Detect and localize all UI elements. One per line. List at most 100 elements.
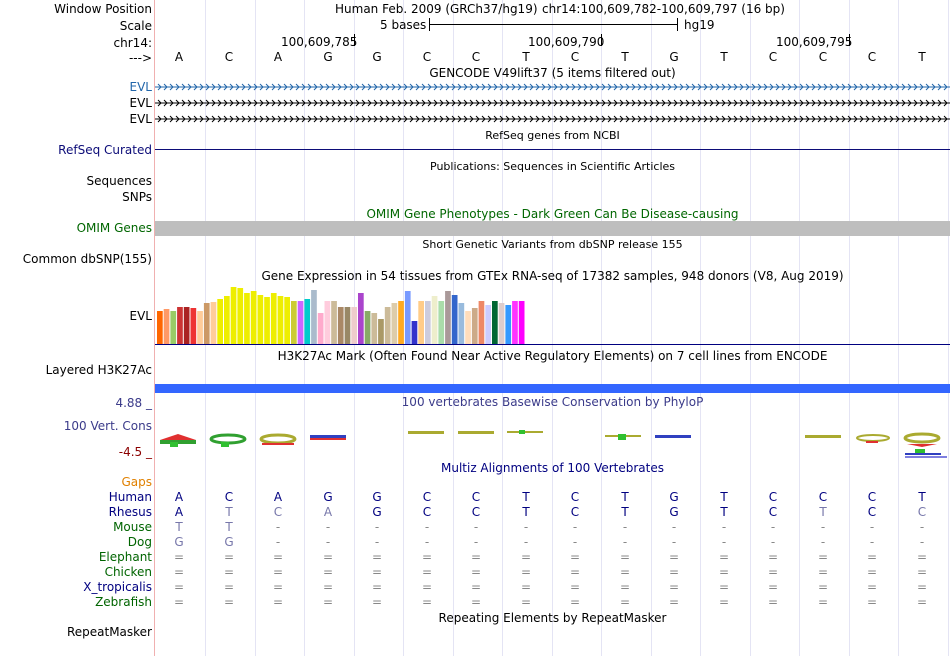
gencode-item-evl-3[interactable]: EVL <box>129 112 152 126</box>
gtex-chart[interactable] <box>155 284 950 344</box>
gtex-bar-14[interactable] <box>244 293 250 344</box>
species-label-x_tropicalis[interactable]: X_tropicalis <box>83 580 152 594</box>
gtex-bar-28[interactable] <box>337 307 344 344</box>
gtex-bar-19[interactable] <box>277 296 284 344</box>
omim-label[interactable]: OMIM Genes <box>76 221 152 235</box>
gtex-bar-5[interactable] <box>183 307 190 344</box>
gencode-transcript-1[interactable] <box>155 81 950 93</box>
h3k27ac-title[interactable]: H3K27Ac Mark (Often Found Near Active Re… <box>277 349 828 363</box>
gtex-bar-43[interactable] <box>438 301 445 344</box>
gtex-bar-22[interactable] <box>297 301 304 344</box>
align-mouse-16: - <box>919 520 925 534</box>
species-label-mouse[interactable]: Mouse <box>113 520 152 534</box>
sequences-label[interactable]: Sequences <box>86 174 152 188</box>
gtex-bar-52[interactable] <box>498 303 505 344</box>
snps-label[interactable]: SNPs <box>122 190 152 204</box>
gtex-bar-50[interactable] <box>485 305 491 344</box>
gtex-bar-54[interactable] <box>512 301 518 344</box>
gencode-item-evl-2[interactable]: EVL <box>129 96 152 110</box>
conservation-logos[interactable] <box>155 428 950 460</box>
refseq-title[interactable]: RefSeq genes from NCBI <box>485 129 620 142</box>
dbsnp-title[interactable]: Short Genetic Variants from dbSNP releas… <box>422 238 683 251</box>
align-mouse-8: - <box>523 520 529 534</box>
gtex-bar-9[interactable] <box>210 302 217 344</box>
gtex-bar-42[interactable] <box>431 296 438 344</box>
base-12: T <box>720 50 728 64</box>
gtex-bar-47[interactable] <box>465 311 471 344</box>
refseq-gene-line[interactable] <box>155 149 950 150</box>
gtex-bar-16[interactable] <box>257 295 264 344</box>
gtex-bar-49[interactable] <box>478 301 485 344</box>
gtex-bar-11[interactable] <box>224 296 230 344</box>
gtex-bar-21[interactable] <box>291 301 297 344</box>
gtex-bar-31[interactable] <box>358 293 364 344</box>
gtex-bar-41[interactable] <box>425 301 431 344</box>
gtex-bar-44[interactable] <box>445 291 451 344</box>
omim-title[interactable]: OMIM Gene Phenotypes - Dark Green Can Be… <box>366 207 739 221</box>
gtex-bar-15[interactable] <box>250 291 257 344</box>
gtex-bar-12[interactable] <box>230 287 237 344</box>
gtex-bar-7[interactable] <box>197 311 203 344</box>
gtex-bar-48[interactable] <box>471 308 478 344</box>
gtex-bar-45[interactable] <box>451 295 458 344</box>
gaps-label[interactable]: Gaps <box>121 475 152 489</box>
gencode-item-evl-1[interactable]: EVL <box>129 80 152 94</box>
gtex-bar-27[interactable] <box>331 301 337 344</box>
gtex-bar-3[interactable] <box>170 311 177 344</box>
publications-title[interactable]: Publications: Sequences in Scientific Ar… <box>430 160 675 173</box>
species-label-human[interactable]: Human <box>108 490 152 504</box>
gtex-bar-30[interactable] <box>351 307 357 344</box>
gtex-bar-26[interactable] <box>324 301 331 344</box>
gtex-bar-51[interactable] <box>492 301 498 344</box>
gencode-transcript-3[interactable] <box>155 113 950 125</box>
species-label-elephant[interactable]: Elephant <box>98 550 152 564</box>
gtex-label[interactable]: EVL <box>129 309 152 323</box>
species-label-rhesus[interactable]: Rhesus <box>108 505 152 519</box>
gencode-title[interactable]: GENCODE V49lift37 (5 items filtered out) <box>429 66 676 80</box>
gtex-bar-29[interactable] <box>344 307 351 344</box>
gtex-bar-55[interactable] <box>518 301 525 344</box>
gtex-bar-25[interactable] <box>317 313 324 344</box>
gtex-bar-46[interactable] <box>458 303 465 344</box>
ruler-position-3: 100,609,795 <box>776 35 853 49</box>
gtex-bar-39[interactable] <box>411 321 418 344</box>
gtex-bar-37[interactable] <box>398 301 404 344</box>
gtex-bar-24[interactable] <box>311 290 317 344</box>
h3k27ac-label[interactable]: Layered H3K27Ac <box>45 363 152 377</box>
h3k27ac-signal[interactable] <box>155 384 950 393</box>
gtex-bar-8[interactable] <box>203 303 210 344</box>
gtex-bar-1[interactable] <box>157 311 163 344</box>
align-x_tropicalis-12: = <box>718 580 730 594</box>
dbsnp-label[interactable]: Common dbSNP(155) <box>22 252 152 266</box>
conservation-label[interactable]: 100 Vert. Cons <box>63 419 152 433</box>
gtex-bar-35[interactable] <box>384 307 391 344</box>
gtex-bar-23[interactable] <box>304 299 311 344</box>
gtex-bar-20[interactable] <box>284 297 290 344</box>
multiz-title[interactable]: Multiz Alignments of 100 Vertebrates <box>440 461 665 475</box>
gencode-transcript-2[interactable] <box>155 97 950 109</box>
gtex-bar-32[interactable] <box>364 311 371 344</box>
gtex-bar-18[interactable] <box>270 293 277 344</box>
gtex-bar-33[interactable] <box>371 313 378 344</box>
gtex-bar-4[interactable] <box>177 307 183 344</box>
gtex-bar-13[interactable] <box>237 288 244 344</box>
conservation-title[interactable]: 100 vertebrates Basewise Conservation by… <box>401 395 704 409</box>
gtex-bar-38[interactable] <box>404 291 411 344</box>
repeatmasker-title[interactable]: Repeating Elements by RepeatMasker <box>438 611 667 625</box>
gtex-bar-17[interactable] <box>264 297 270 344</box>
repeatmasker-label[interactable]: RepeatMasker <box>66 625 152 639</box>
refseq-label[interactable]: RefSeq Curated <box>58 143 152 157</box>
species-label-dog[interactable]: Dog <box>127 535 152 549</box>
gtex-title[interactable]: Gene Expression in 54 tissues from GTEx … <box>261 269 844 283</box>
gtex-bar-2[interactable] <box>163 309 170 344</box>
gtex-bar-36[interactable] <box>391 303 398 344</box>
gtex-bar-53[interactable] <box>505 305 512 344</box>
gtex-bar-10[interactable] <box>217 299 223 344</box>
species-label-chicken[interactable]: Chicken <box>104 565 152 579</box>
omim-gene-band[interactable] <box>155 221 950 236</box>
species-label-zebrafish[interactable]: Zebrafish <box>95 595 152 609</box>
gtex-bar-6[interactable] <box>190 308 197 344</box>
gtex-bar-40[interactable] <box>418 301 424 344</box>
chrom-label: chr14: <box>113 36 152 50</box>
gtex-bar-34[interactable] <box>378 319 384 344</box>
